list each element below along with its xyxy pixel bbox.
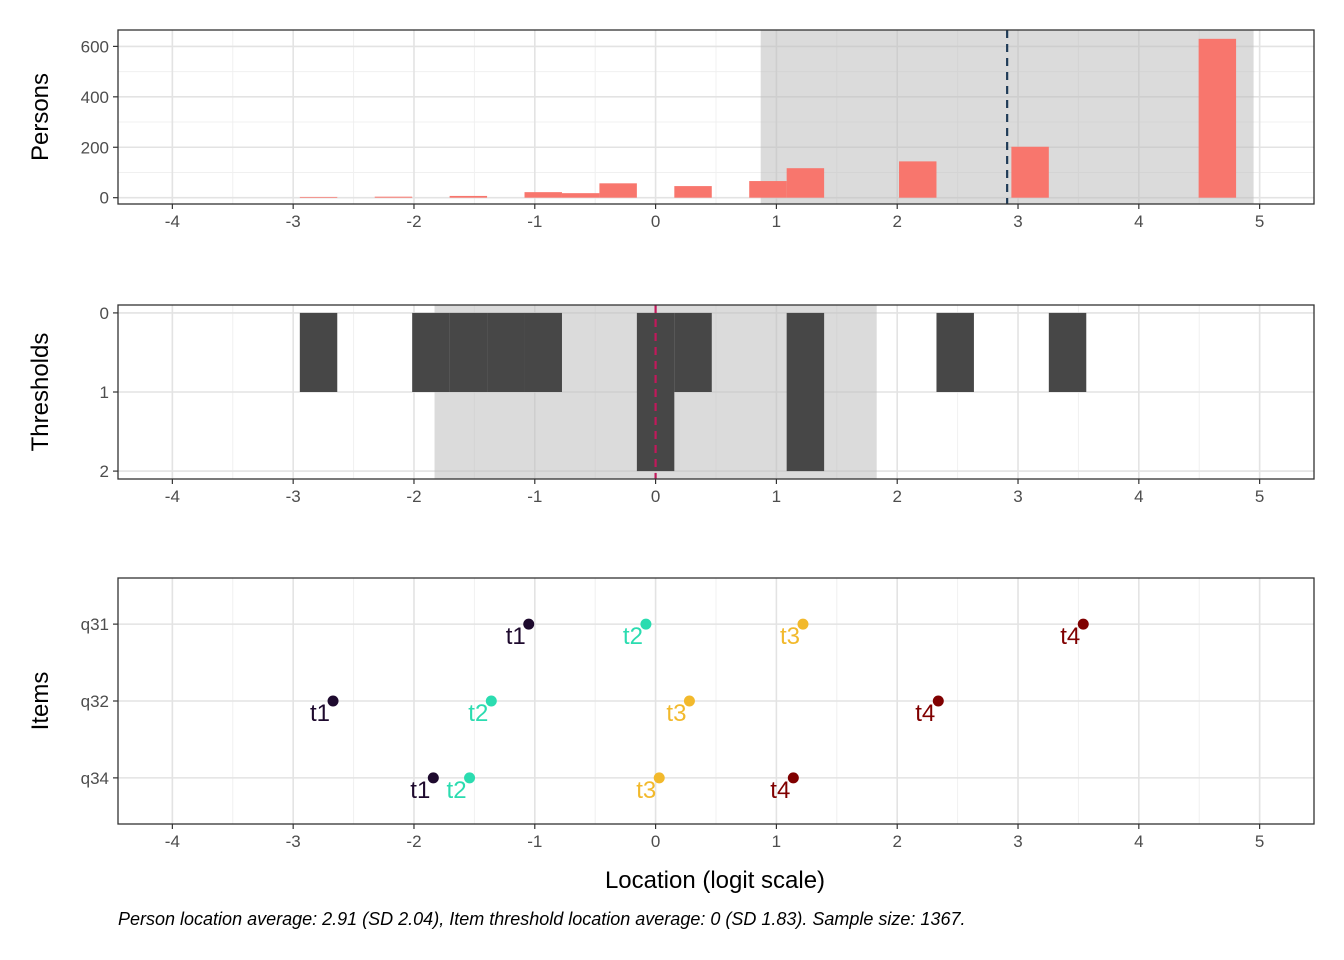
panel-border bbox=[117, 29, 1315, 205]
y-tick-label: 600 bbox=[81, 37, 109, 56]
items-panel: t1 t2 t3 t4 t1 t2 t3 t4 t1 t2 t3 t4 -4 -3 -2 -1 0 1 2 3 4 5 q3… bbox=[27, 577, 1315, 851]
x-tick-label: -1 bbox=[527, 212, 542, 231]
x-tick-label: 5 bbox=[1255, 212, 1264, 231]
person-histogram-bar bbox=[674, 186, 712, 198]
x-tick-label: -3 bbox=[286, 832, 301, 851]
y-axis-title: Persons bbox=[27, 73, 54, 161]
x-tick-label: 0 bbox=[651, 487, 660, 506]
x-tick-label: 4 bbox=[1134, 212, 1143, 231]
x-tick-label: -3 bbox=[286, 212, 301, 231]
x-tick-label: 5 bbox=[1255, 832, 1264, 851]
threshold-point-label: t1 bbox=[410, 777, 430, 804]
threshold-point bbox=[464, 772, 476, 784]
x-tick-label: -4 bbox=[165, 832, 180, 851]
person-histogram-bar bbox=[374, 196, 413, 198]
person-histogram-bar bbox=[786, 168, 825, 198]
threshold-point-label: t3 bbox=[666, 700, 686, 727]
chart-caption: Person location average: 2.91 (SD 2.04),… bbox=[118, 909, 965, 929]
person-histogram-bar bbox=[899, 161, 937, 198]
x-tick-label: 1 bbox=[772, 487, 781, 506]
person-histogram-bar bbox=[299, 196, 338, 198]
x-tick-label: 3 bbox=[1013, 832, 1022, 851]
x-tick-label: -2 bbox=[406, 487, 421, 506]
threshold-point bbox=[683, 695, 695, 707]
threshold-histogram-bar bbox=[1048, 312, 1087, 392]
threshold-point-label: t4 bbox=[1060, 623, 1080, 650]
x-axis-title: Location (logit scale) bbox=[605, 867, 825, 894]
x-tick-label: -3 bbox=[286, 487, 301, 506]
threshold-histogram-bar bbox=[786, 312, 825, 472]
threshold-point-label: t2 bbox=[468, 700, 488, 727]
threshold-point-label: t1 bbox=[506, 623, 526, 650]
x-tick-label: 3 bbox=[1013, 212, 1022, 231]
threshold-point bbox=[653, 772, 665, 784]
x-tick-label: 2 bbox=[892, 487, 901, 506]
threshold-point bbox=[523, 618, 535, 630]
y-tick-label: q31 bbox=[81, 615, 109, 634]
y-axis-title: Items bbox=[27, 672, 54, 731]
threshold-point-label: t2 bbox=[623, 623, 643, 650]
y-tick-label: q34 bbox=[81, 769, 109, 788]
threshold-point bbox=[1077, 618, 1089, 630]
x-tick-label: -4 bbox=[165, 487, 180, 506]
x-tick-label: 3 bbox=[1013, 487, 1022, 506]
x-tick-label: 2 bbox=[892, 212, 901, 231]
x-tick-label: -2 bbox=[406, 832, 421, 851]
y-tick-label: 2 bbox=[100, 462, 109, 481]
y-tick-label: 1 bbox=[100, 383, 109, 402]
person-histogram-bar bbox=[1198, 38, 1237, 198]
threshold-point-label: t2 bbox=[447, 777, 467, 804]
threshold-histogram-bar bbox=[299, 312, 338, 392]
person-histogram-bar bbox=[449, 195, 488, 198]
x-tick-label: 4 bbox=[1134, 832, 1143, 851]
person-histogram-bar bbox=[524, 192, 562, 198]
y-axis-title: Thresholds bbox=[27, 333, 54, 452]
x-tick-label: 2 bbox=[892, 832, 901, 851]
person-histogram-bar bbox=[749, 181, 787, 198]
threshold-point bbox=[787, 772, 799, 784]
threshold-histogram-bar bbox=[936, 312, 974, 392]
threshold-point-label: t3 bbox=[636, 777, 656, 804]
x-tick-label: -1 bbox=[527, 487, 542, 506]
y-tick-label: 200 bbox=[81, 138, 109, 157]
y-tick-label: 0 bbox=[100, 304, 109, 323]
x-tick-label: -2 bbox=[406, 212, 421, 231]
threshold-point-label: t3 bbox=[780, 623, 800, 650]
threshold-point-label: t4 bbox=[915, 700, 935, 727]
threshold-histogram-bar bbox=[674, 312, 712, 392]
x-tick-label: 4 bbox=[1134, 487, 1143, 506]
thresholds-panel: -4 -3 -2 -1 0 1 2 3 4 5 0 1 2 Thresholds bbox=[27, 304, 1315, 506]
threshold-point-label: t1 bbox=[310, 700, 330, 727]
x-tick-label: 5 bbox=[1255, 487, 1264, 506]
persons-panel: -4 -3 -2 -1 0 1 2 3 4 5 0 200 400 600 Persons bbox=[27, 29, 1315, 231]
x-tick-label: 1 bbox=[772, 832, 781, 851]
threshold-point bbox=[485, 695, 497, 707]
x-tick-label: -1 bbox=[527, 832, 542, 851]
person-histogram-bar bbox=[599, 183, 637, 198]
threshold-histogram-bar bbox=[449, 312, 488, 392]
threshold-point bbox=[427, 772, 439, 784]
person-histogram-bar bbox=[561, 193, 600, 198]
y-tick-label: q32 bbox=[81, 692, 109, 711]
threshold-histogram-bar bbox=[412, 312, 450, 392]
person-histogram-bar bbox=[1011, 146, 1049, 198]
threshold-point bbox=[797, 618, 809, 630]
threshold-point bbox=[327, 695, 339, 707]
x-tick-label: 1 bbox=[772, 212, 781, 231]
threshold-point bbox=[640, 618, 652, 630]
threshold-point bbox=[932, 695, 944, 707]
threshold-histogram-bar bbox=[487, 312, 525, 392]
x-tick-label: 0 bbox=[651, 832, 660, 851]
threshold-histogram-bar bbox=[524, 312, 562, 392]
y-tick-label: 400 bbox=[81, 88, 109, 107]
y-tick-label: 0 bbox=[100, 189, 109, 208]
x-tick-label: -4 bbox=[165, 212, 180, 231]
threshold-point-label: t4 bbox=[770, 777, 790, 804]
x-tick-label: 0 bbox=[651, 212, 660, 231]
